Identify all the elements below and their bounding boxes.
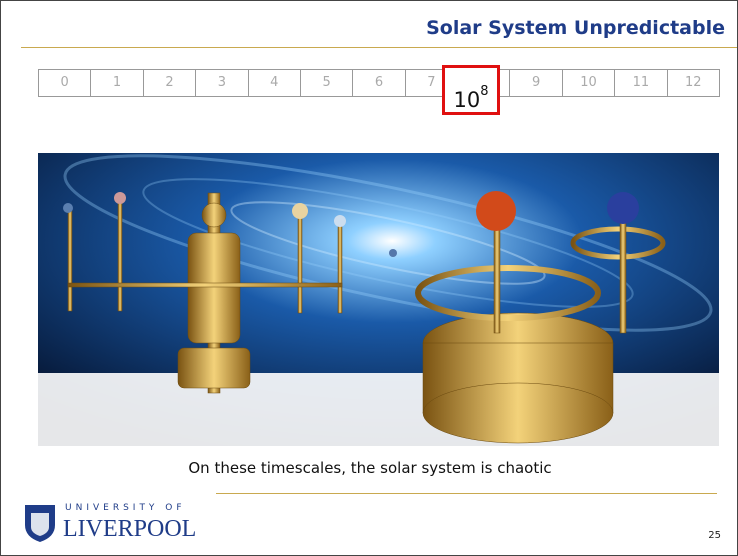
highlight-base: 10 [453,88,481,112]
footer-rule [216,493,717,494]
timescale-cell: 5 [299,69,354,97]
logo-crest [25,505,55,542]
timescale-cell: 3 [195,69,249,97]
slide-title: Solar System Unpredictable [426,17,725,39]
timescale-cell: 9 [509,69,563,97]
caption: On these timescales, the solar system is… [188,459,552,477]
logo-text-small: UNIVERSITY OF [65,503,186,513]
orrery-photo [38,153,719,446]
timescale-cell: 0 [38,69,92,97]
timescale-cell: 12 [666,69,720,97]
timescale-cell: 11 [614,69,668,97]
timescale-cell: 1 [90,69,144,97]
timescale-cell: 4 [247,69,301,97]
timescale-cell: 10 [561,69,616,97]
highlight-box: 108 [442,65,500,115]
timescale-bar: 0 1 2 3 4 5 6 7 9 10 11 12 [38,69,720,97]
title-rule [21,47,737,48]
logo-text: LIVERPOOL [63,516,197,542]
page-number: 25 [708,530,721,541]
timescale-cell: 2 [142,69,197,97]
highlight-exponent: 8 [480,84,489,99]
timescale-cell: 6 [352,69,406,97]
